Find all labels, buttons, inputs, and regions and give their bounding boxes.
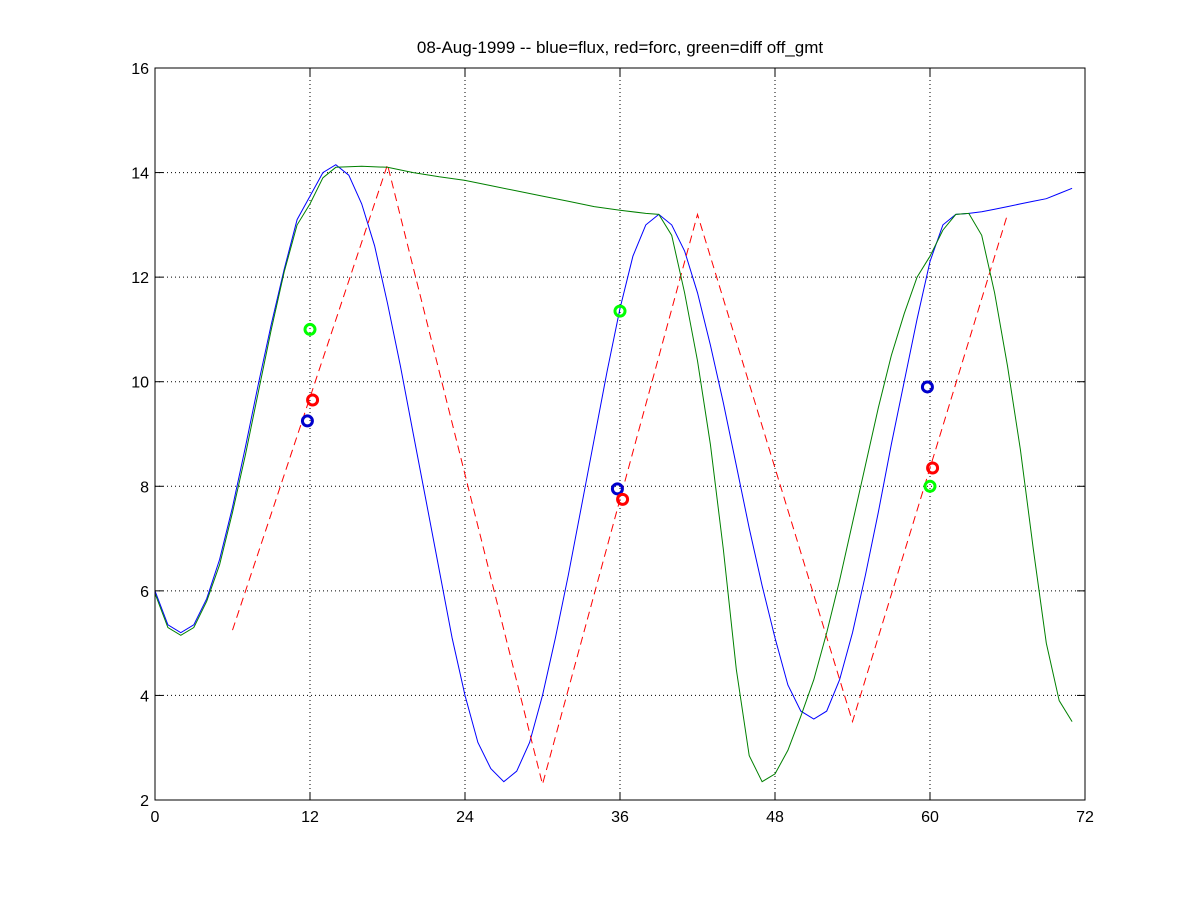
x-tick-label: 0 xyxy=(151,809,160,826)
x-tick-label: 60 xyxy=(921,809,939,826)
marker-layer xyxy=(300,304,940,506)
x-tick-label: 72 xyxy=(1076,809,1094,826)
series-layer xyxy=(154,162,1073,787)
circle-marker xyxy=(306,393,320,407)
series-line-diff xyxy=(154,165,1073,783)
x-tick-label: 12 xyxy=(301,809,319,826)
circle-marker xyxy=(920,380,934,394)
y-tick-label: 2 xyxy=(140,793,149,810)
series-line-forc xyxy=(232,162,1008,787)
chart-title: 08-Aug-1999 -- blue=flux, red=forc, gree… xyxy=(417,38,823,57)
circle-marker xyxy=(926,461,940,475)
y-tick-label: 14 xyxy=(131,166,149,183)
grid xyxy=(155,68,1085,800)
y-tick-label: 8 xyxy=(140,479,149,496)
series-line-flux xyxy=(154,164,1073,783)
y-tick-label: 16 xyxy=(131,61,149,78)
y-tick-label: 4 xyxy=(140,688,149,705)
circle-marker xyxy=(303,322,317,336)
circle-marker xyxy=(613,304,627,318)
x-tick-label: 24 xyxy=(456,809,474,826)
x-tick-label: 48 xyxy=(766,809,784,826)
circle-marker xyxy=(610,482,624,496)
x-tick-label: 36 xyxy=(611,809,629,826)
circle-marker xyxy=(923,479,937,493)
y-tick-label: 12 xyxy=(131,270,149,287)
y-tick-label: 6 xyxy=(140,584,149,601)
circle-marker xyxy=(300,414,314,428)
circle-marker xyxy=(616,492,630,506)
y-tick-label: 10 xyxy=(131,375,149,392)
